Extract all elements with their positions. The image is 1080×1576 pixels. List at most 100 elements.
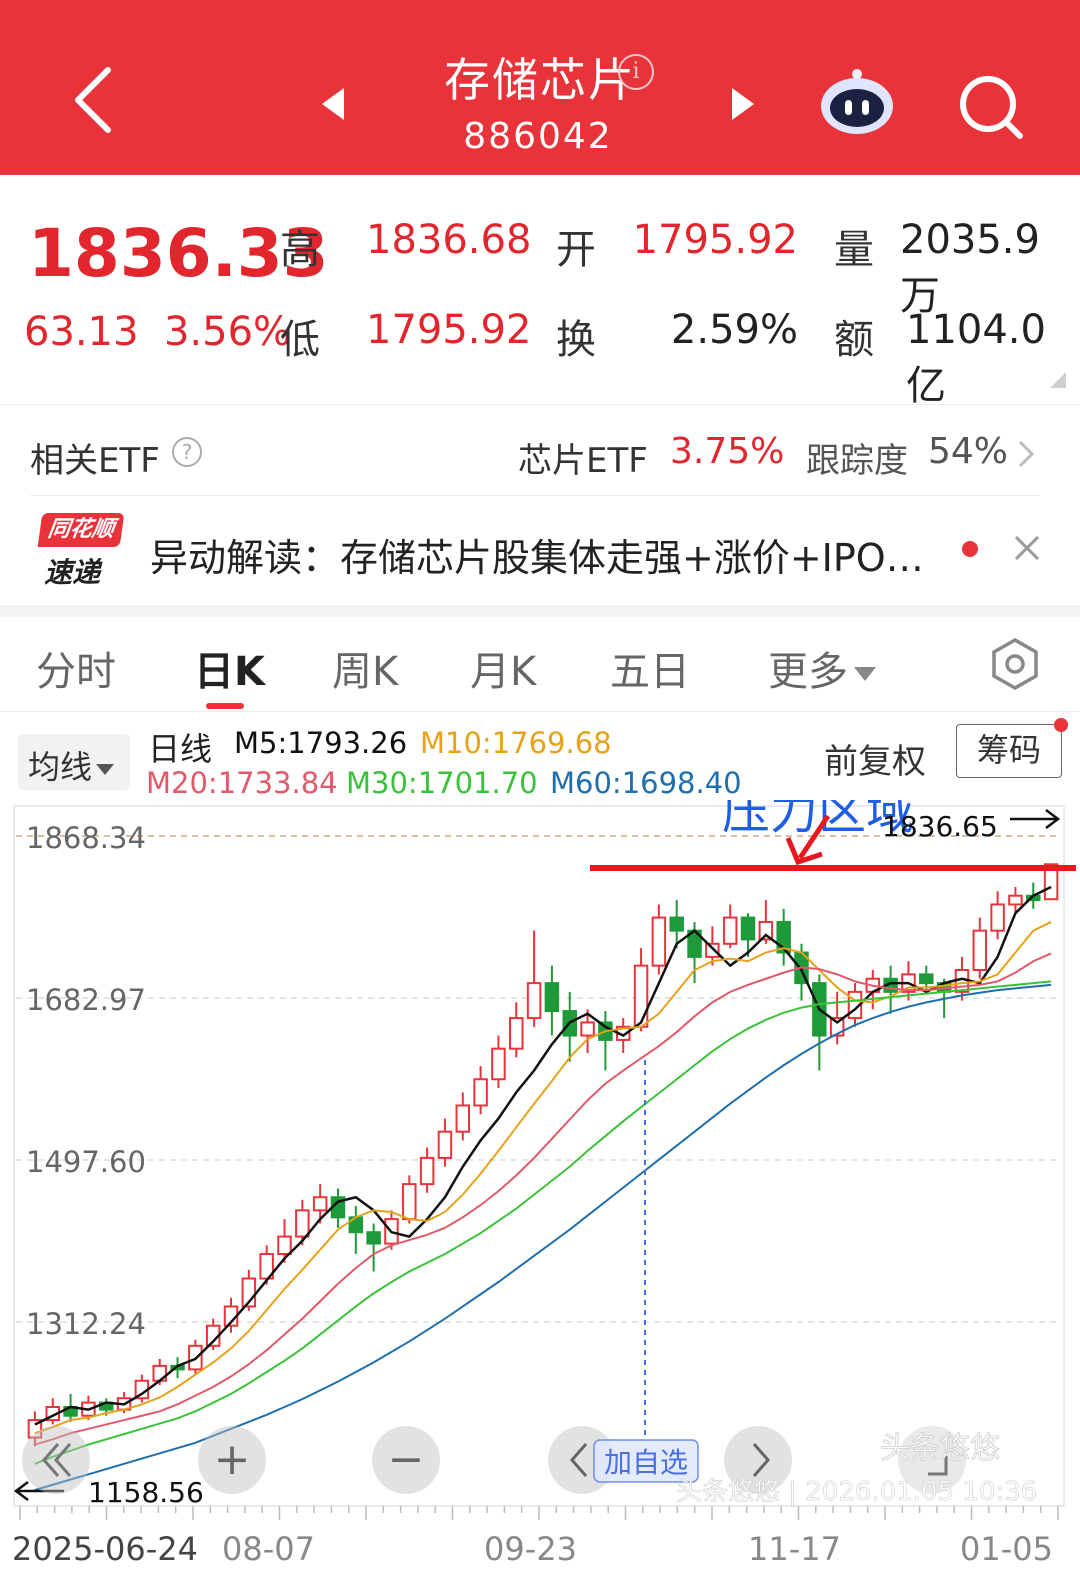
watermark-brand: 头条悠悠 [880,1431,1000,1466]
open-label: 开 [556,227,596,273]
change-percent: 3.56% [163,309,292,355]
x-label-4: 01-05 [960,1530,1053,1568]
max-marker: 1836.65 [882,810,998,843]
x-axis-ticks [19,1506,1059,1520]
tab-daily-k[interactable]: 日K [194,649,265,695]
top-bar: 存储芯片 i 886042 [0,0,1080,175]
chart-frame [13,805,1065,1507]
grid-lines [16,835,1060,1323]
chevron-right-icon[interactable] [1016,439,1036,469]
next-candle-button[interactable] [724,1426,792,1494]
stock-code: 886042 [463,116,613,157]
candles [27,863,1059,1447]
legend-m60: M60:1698.40 [550,766,742,800]
legend-m30: M30:1701.70 [346,766,538,800]
candle-body [1008,894,1023,906]
related-etf-label: 相关ETF [30,441,160,481]
legend-m20: M20:1733.84 [146,766,338,800]
x-label-3: 11-17 [748,1530,841,1568]
search-icon[interactable] [956,72,1026,142]
divider [30,495,1040,496]
expand-corner-icon[interactable] [1050,372,1066,388]
candle-body [526,982,542,1020]
candle-body [419,1156,435,1186]
ma-line-m60 [34,983,1052,1491]
ma-lines [34,885,1052,1491]
related-etf-row[interactable]: 相关ETF ? 芯片ETF 3.75% 跟踪度 54% [0,404,1080,496]
open-value: 1795.92 [632,217,798,263]
amount-value: 1104.0亿 [906,307,1046,409]
candle-body [990,903,1005,932]
zoom-out-button[interactable]: − [372,1426,440,1494]
min-marker: 1158.56 [88,1476,204,1509]
amount-label: 额 [834,317,874,363]
low-label: 低 [280,317,320,363]
add-watchlist-button[interactable]: 加自选 [593,1439,699,1483]
min-arrow-icon [13,1481,64,1501]
candle-body [633,964,649,1028]
zoom-in-glyph: + [214,1434,251,1485]
legend-m10: M10:1769.68 [420,726,612,760]
dropdown-triangle-icon [854,667,876,681]
prev-stock-icon[interactable] [318,84,348,124]
volume-label: 量 [834,227,874,273]
close-icon[interactable] [1010,531,1044,565]
tab-intraday[interactable]: 分时 [36,649,116,695]
tracking-value: 54% [928,431,1009,472]
quote-panel: 1836.33 63.13 3.56% 高 1836.68 低 1795.92 … [0,175,1080,409]
candle-body [402,1183,417,1221]
back-arrow-icon[interactable] [70,60,120,140]
chips-button[interactable]: 筹码 [956,724,1062,778]
candle-body [366,1231,381,1245]
fullscreen-button[interactable] [898,1426,966,1494]
low-value: 1795.92 [366,307,532,353]
price-change: 63.13 3.56% [24,309,291,355]
etf-change-percent: 3.75% [670,431,785,472]
watermark-stamp: 头条悠悠 | 2026.01.05 10:36 [676,1477,1037,1507]
turnover-value: 2.59% [670,307,798,353]
tracking-label: 跟踪度 [806,441,908,481]
section-gap [0,605,1080,617]
news-badge-logo: 同花顺 速递 [34,513,126,589]
candle-body [473,1078,488,1107]
max-arrow-icon [1010,809,1061,829]
candle-body [277,1235,292,1256]
etf-name: 芯片ETF [518,441,648,481]
zoom-in-button[interactable]: + [198,1426,266,1494]
tab-weekly-k[interactable]: 周K [332,649,399,695]
settings-icon[interactable] [988,637,1042,691]
info-icon[interactable]: i [618,54,654,90]
y-tick-label: 1682.97 [26,983,146,1017]
x-label-0: 2025-06-24 [12,1530,198,1568]
candle-body [740,916,756,941]
tab-more[interactable]: 更多 [768,639,876,697]
tab-five-day[interactable]: 五日 [610,649,690,695]
ma-line-m20 [34,952,1052,1446]
candle-body [1043,863,1059,901]
x-label-1: 08-07 [222,1530,315,1568]
candle-body [455,1104,471,1133]
x-label-2: 09-23 [484,1530,577,1568]
ma-line-m10 [34,921,1052,1435]
y-tick-label: 1497.60 [26,1145,146,1179]
candle-body [722,916,738,945]
candle-body [27,1419,43,1439]
next-stock-icon[interactable] [728,84,758,124]
help-icon[interactable]: ? [172,437,202,467]
news-headline[interactable]: 异动解读：存储芯片股集体走强+涨价+IPO… [150,536,924,580]
scroll-left-button[interactable] [22,1426,90,1494]
candle-body [544,982,560,1013]
change-value: 63.13 [24,309,139,355]
ma-line-m5 [34,885,1052,1426]
adjust-mode[interactable]: 前复权 [824,742,926,782]
tab-more-label: 更多 [768,649,848,695]
robot-assistant-icon[interactable] [818,66,896,136]
tab-monthly-k[interactable]: 月K [470,649,537,695]
news-row[interactable]: 同花顺 速递 异动解读：存储芯片股集体走强+涨价+IPO… [0,497,1080,605]
candle-body [758,920,774,941]
legend-m5: M5:1793.26 [234,726,408,760]
ma-type-select[interactable]: 均线 [18,734,130,790]
unread-dot [962,541,978,557]
chart-tabs: 分时 日K 周K 月K 五日 更多 [0,617,1080,712]
